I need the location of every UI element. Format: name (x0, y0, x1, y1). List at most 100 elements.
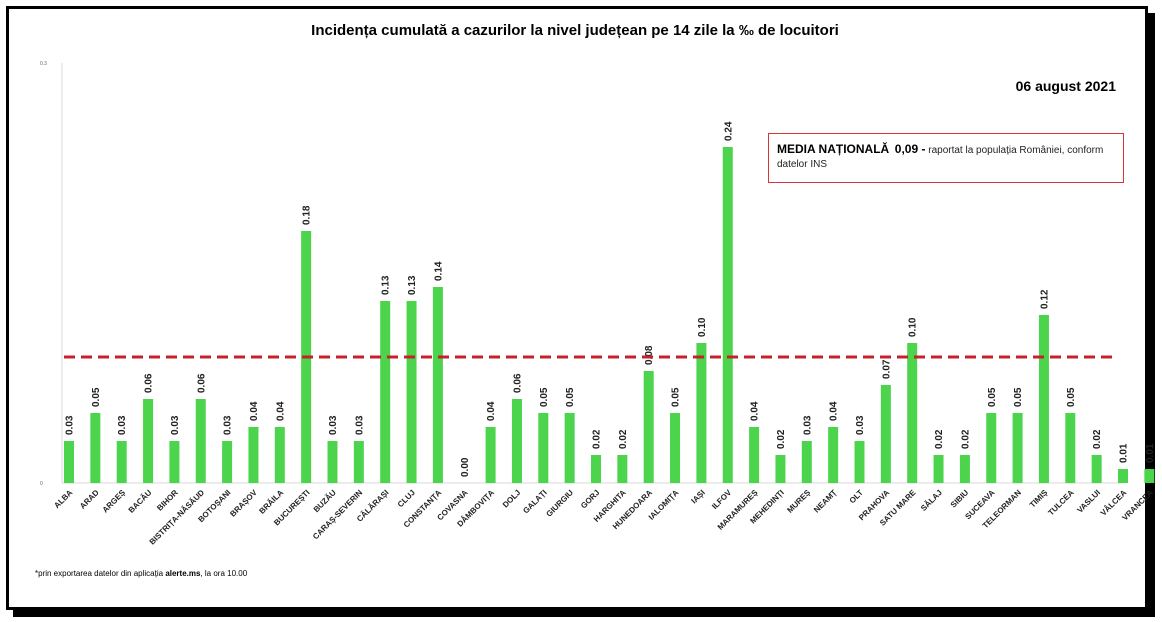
bar (591, 455, 601, 483)
bar-value-label: 0.02 (592, 429, 603, 449)
bar-value-label: 0.06 (144, 373, 155, 393)
footnote-source: alerte.ms (165, 569, 201, 578)
y-tick-label: 0 (40, 481, 43, 487)
bar (1065, 413, 1076, 483)
bar (1144, 469, 1155, 483)
bar-value-label: 0.03 (223, 415, 234, 435)
category-label: ILFOV (710, 488, 733, 511)
bar-value-label: 0.07 (881, 359, 892, 379)
bar-value-label: 0.03 (855, 415, 866, 435)
bar (380, 301, 391, 483)
chart-title: Incidența cumulată a cazurilor la nivel … (311, 22, 839, 39)
category-label: ARGEȘ (101, 488, 128, 515)
bar (801, 441, 812, 483)
national-average-box: MEDIA NAȚIONALĂ 0,09 - raportat la popul… (768, 133, 1124, 183)
bar-value-label: 0.13 (381, 275, 392, 295)
report-date: 06 august 2021 (1015, 78, 1116, 94)
bar-value-label: 0.10 (697, 317, 708, 337)
bar (116, 441, 127, 483)
bar (195, 399, 206, 483)
category-label: NEAMȚ (812, 488, 839, 515)
footnote-prefix: *prin exportarea datelor din aplicația (35, 569, 166, 578)
bar (643, 371, 654, 483)
bar-value-label: 0.05 (671, 387, 682, 407)
bar-value-label: 0.14 (433, 261, 444, 281)
category-label: ARAD (78, 488, 101, 511)
category-label: ALBA (52, 488, 74, 510)
bar-value-label: 0.13 (407, 275, 418, 295)
bar (327, 441, 338, 483)
bar (353, 441, 364, 483)
bar-value-label: 0.03 (354, 415, 365, 435)
bar (696, 343, 707, 483)
bar (538, 413, 549, 483)
bar-value-label: 0.05 (1013, 387, 1024, 407)
bar-value-label: 0.04 (750, 401, 761, 421)
category-label: SIBIU (949, 488, 971, 510)
bar-value-label: 0.12 (1039, 289, 1050, 309)
bar-value-label: 0.05 (91, 387, 102, 407)
bar-value-label: 0.02 (618, 429, 629, 449)
bar (1091, 455, 1102, 483)
bar (1012, 413, 1023, 483)
bar-value-label: 0.03 (802, 415, 813, 435)
category-label: DOLJ (501, 488, 522, 509)
bar (90, 413, 101, 483)
bar (907, 343, 918, 483)
bar (854, 441, 865, 483)
bar (248, 427, 259, 483)
category-label: TULCEA (1046, 488, 1075, 517)
bar (617, 455, 628, 483)
bar (564, 413, 575, 483)
footnote: *prin exportarea datelor din aplicația a… (35, 569, 247, 578)
bar-value-label: 0.04 (275, 401, 286, 421)
bar (775, 455, 786, 483)
bar-value-label: 0.01 (1119, 443, 1130, 463)
bar (1038, 315, 1049, 483)
category-label: GORJ (579, 488, 601, 510)
bar-value-label: 0.04 (249, 401, 260, 421)
bar (670, 413, 681, 483)
category-label: GIURGIU (544, 488, 575, 519)
bar-value-label: 0.03 (170, 415, 181, 435)
category-label: IAȘI (689, 488, 706, 505)
bar-value-label: 0.05 (539, 387, 550, 407)
bar-value-label: 0.05 (987, 387, 998, 407)
bar (64, 441, 74, 483)
category-label: MUREȘ (785, 488, 812, 515)
category-label: SĂLAJ (919, 488, 944, 513)
bar (880, 385, 891, 483)
bar (485, 427, 496, 483)
bar (274, 427, 285, 483)
bar (511, 399, 522, 483)
category-label: BACĂU (127, 488, 154, 515)
bar-value-label: 0.06 (196, 373, 207, 393)
category-label: OLT (848, 488, 865, 505)
bar (986, 413, 997, 483)
national-average-label: MEDIA NAȚIONALĂ (777, 142, 890, 156)
bar-value-label: 0.02 (1092, 429, 1103, 449)
bar-value-label: 0.05 (565, 387, 576, 407)
category-label: CLUJ (396, 488, 417, 509)
bar-value-label: 0.04 (486, 401, 497, 421)
bar (406, 301, 417, 483)
bar-value-label: 0.00 (460, 457, 471, 477)
bar (169, 441, 180, 483)
category-label: TIMIȘ (1028, 488, 1050, 510)
bar-value-label: 0.02 (776, 429, 787, 449)
bar-value-label: 0.01 (1145, 443, 1156, 463)
bar-value-label: 0.02 (960, 429, 971, 449)
bar (432, 287, 443, 483)
national-average-note: raportat la populația României, conform … (777, 145, 1104, 170)
bar (959, 455, 970, 483)
bar-value-label: 0.03 (328, 415, 339, 435)
category-label: BUZĂU (312, 488, 338, 514)
bar (722, 147, 733, 483)
footnote-suffix: , la ora 10.00 (200, 569, 248, 578)
bar (222, 441, 233, 483)
bar (749, 427, 760, 483)
bar-value-label: 0.03 (117, 415, 128, 435)
bar-value-label: 0.03 (65, 415, 76, 435)
bar-value-label: 0.04 (829, 401, 840, 421)
y-tick-label: 0.3 (40, 61, 47, 67)
